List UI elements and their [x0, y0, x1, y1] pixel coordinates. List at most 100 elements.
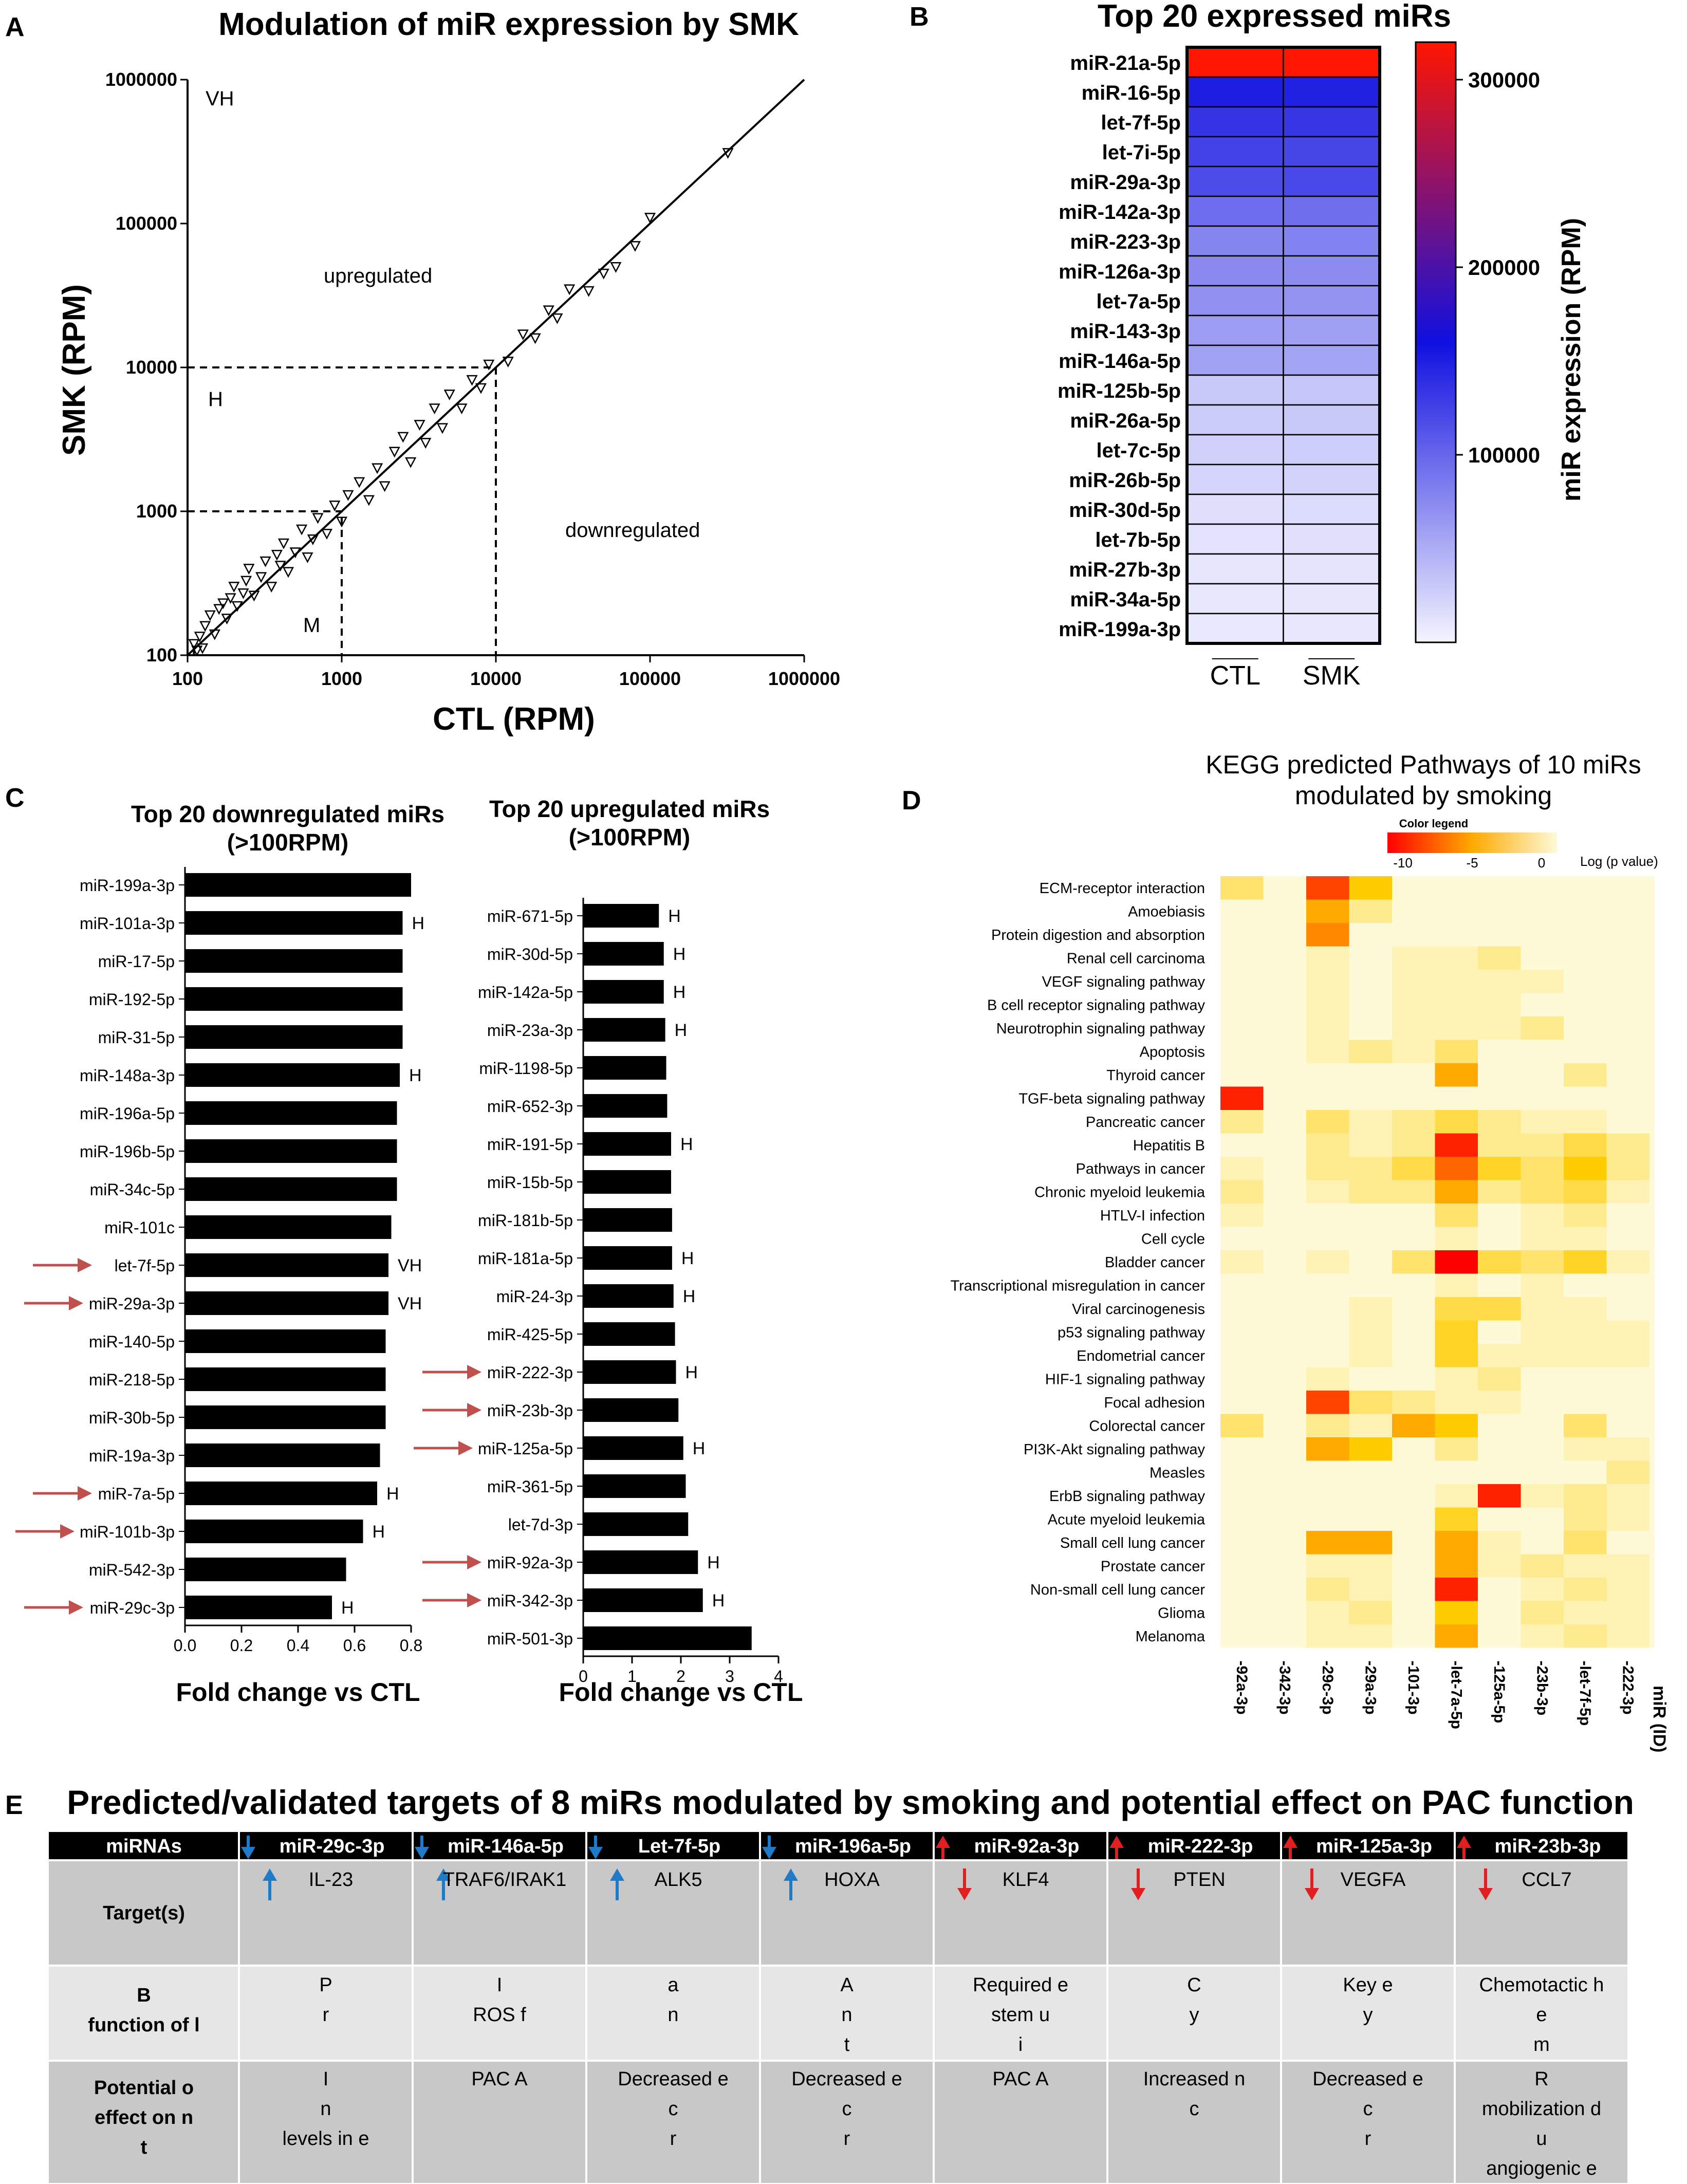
- d-heatmap-cell: [1521, 1320, 1564, 1344]
- b-row-label: miR-21a-5p: [1070, 52, 1181, 75]
- d-heatmap-cell: [1349, 1320, 1392, 1344]
- d-row-label: Renal cell carcinoma: [1067, 950, 1206, 967]
- b-heatmap-cell: [1186, 136, 1284, 168]
- c-bar: [583, 980, 664, 1004]
- d-heatmap-cell: [1521, 1227, 1564, 1250]
- d-heatmap-cell: [1564, 1320, 1607, 1344]
- d-heatmap-cell: [1435, 1367, 1478, 1391]
- d-color-legend-bar: [1387, 832, 1557, 853]
- e-target-function-word: Required: [973, 1974, 1058, 1996]
- a-data-point: [466, 375, 478, 386]
- d-row-label: Colorectal cancer: [1089, 1418, 1205, 1434]
- d-heatmap-cell: [1564, 1133, 1607, 1157]
- c-bar-annotation: H: [673, 945, 686, 964]
- color-legend-title: Color legend: [1399, 817, 1468, 830]
- a-data-point: [372, 463, 383, 474]
- c-x-tick-label: 0.0: [174, 1636, 196, 1655]
- d-heatmap-cell: [1306, 1601, 1349, 1624]
- d-heatmap-cell: [1435, 1484, 1478, 1508]
- a-data-point: [221, 614, 233, 625]
- d-heatmap-cell: [1478, 1391, 1521, 1414]
- c-category-label: miR-17-5p: [98, 952, 175, 971]
- a-x-tick-label: 100: [172, 668, 203, 689]
- e-target-name: KLF4: [1003, 1869, 1049, 1891]
- c-category-label: miR-15b-5p: [487, 1173, 573, 1192]
- d-heatmap-cell: [1392, 946, 1435, 970]
- e-target-function-word: stem: [991, 2004, 1039, 2026]
- d-heatmap-cell: [1306, 1578, 1349, 1601]
- d-heatmap-cell: [1392, 1250, 1435, 1274]
- d-heatmap-cell: [1392, 1157, 1435, 1180]
- d-heatmap-cell: [1306, 1624, 1349, 1648]
- a-data-point: [564, 284, 576, 295]
- c-bar-annotation: H: [409, 1066, 422, 1085]
- e-target-function-word: f: [521, 2004, 526, 2026]
- e-target-direction-arrow-head: [610, 1868, 624, 1881]
- d-row-label: Glioma: [1158, 1605, 1206, 1621]
- d-row-label: Bladder cancer: [1105, 1254, 1205, 1271]
- d-heatmap-cell: [1521, 1204, 1564, 1227]
- c-bar: [185, 1025, 403, 1049]
- b-heatmap-cell: [1283, 493, 1381, 525]
- c-bar: [583, 1436, 683, 1460]
- d-heatmap-cell: [1606, 1484, 1649, 1508]
- c-bar: [583, 1588, 703, 1612]
- d-heatmap-cell: [1306, 876, 1349, 900]
- e-target-function-word: e: [1536, 2004, 1547, 2026]
- e-pac-effect-word: c: [1363, 2098, 1373, 2120]
- e-row-label-effect-word: on: [152, 2107, 181, 2129]
- c-highlight-arrow-head: [458, 1441, 473, 1455]
- c-bar: [583, 1132, 671, 1156]
- d-heatmap-cell: [1435, 1133, 1478, 1157]
- c-bar-annotation: H: [680, 1135, 693, 1154]
- d-heatmap-cell: [1606, 1624, 1649, 1648]
- e-target-function-word: Chemotactic: [1479, 1974, 1593, 1996]
- e-pac-effect-word: levels: [283, 2128, 338, 2150]
- colorbar-label: miR expression (RPM): [1556, 218, 1586, 502]
- a-data-point: [644, 213, 656, 224]
- a-data-point: [194, 632, 206, 643]
- c-bar: [185, 1139, 397, 1163]
- b-row-label: miR-27b-3p: [1069, 559, 1181, 581]
- c-bar-annotation: H: [681, 1249, 694, 1268]
- c-category-label: miR-425-5p: [487, 1325, 573, 1344]
- a-y-tick-label: 1000: [136, 501, 177, 522]
- panel-d: D KEGG predicted Pathways of 10 miRs mod…: [902, 750, 1669, 1752]
- c-x-tick-label: 0.8: [400, 1636, 422, 1655]
- panel-a-title: Modulation of miR expression by SMK: [218, 7, 799, 42]
- d-heatmap-cell: [1435, 1578, 1478, 1601]
- d-heatmap-cell: [1435, 1414, 1478, 1437]
- e-mir-name: miR-23b-3p: [1495, 1836, 1601, 1857]
- c-category-label: miR-196a-5p: [80, 1104, 175, 1123]
- e-pac-effect-word: e: [358, 2128, 369, 2150]
- b-row-label: let-7a-5p: [1097, 290, 1181, 313]
- e-mir-direction-arrow-head: [936, 1836, 950, 1848]
- a-data-point: [475, 383, 487, 394]
- d-heatmap-cell: [1435, 1554, 1478, 1578]
- panel-e-letter: E: [5, 1790, 23, 1820]
- a-x-tick-label: 10000: [470, 668, 522, 689]
- d-heatmap-cell: [1478, 993, 1521, 1016]
- e-target-function-word: r: [323, 2004, 329, 2026]
- d-column-label: -101-3p: [1405, 1661, 1422, 1715]
- d-heatmap-cell: [1564, 1110, 1607, 1134]
- up-title-line1: Top 20 upregulated miRs: [489, 795, 770, 822]
- e-target-direction-arrow-head: [436, 1868, 451, 1881]
- c-category-label: miR-199a-3p: [80, 876, 175, 895]
- b-row-label: miR-125b-5p: [1058, 380, 1181, 402]
- d-heatmap-cell: [1349, 1414, 1392, 1437]
- d-column-label: -29a-3p: [1362, 1661, 1379, 1715]
- b-heatmap-cell: [1283, 314, 1381, 346]
- d-heatmap-cell: [1435, 1204, 1478, 1227]
- c-bar: [583, 1056, 666, 1080]
- c-bar: [185, 1253, 388, 1277]
- d-row-label: Transcriptional misregulation in cancer: [951, 1278, 1206, 1294]
- c-bar: [583, 1284, 674, 1308]
- d-heatmap-cell: [1349, 876, 1392, 900]
- b-heatmap-cell: [1283, 195, 1381, 227]
- c-bar: [185, 873, 411, 897]
- e-row-background: [49, 1860, 1628, 1966]
- c-highlight-arrow-head: [69, 1600, 83, 1615]
